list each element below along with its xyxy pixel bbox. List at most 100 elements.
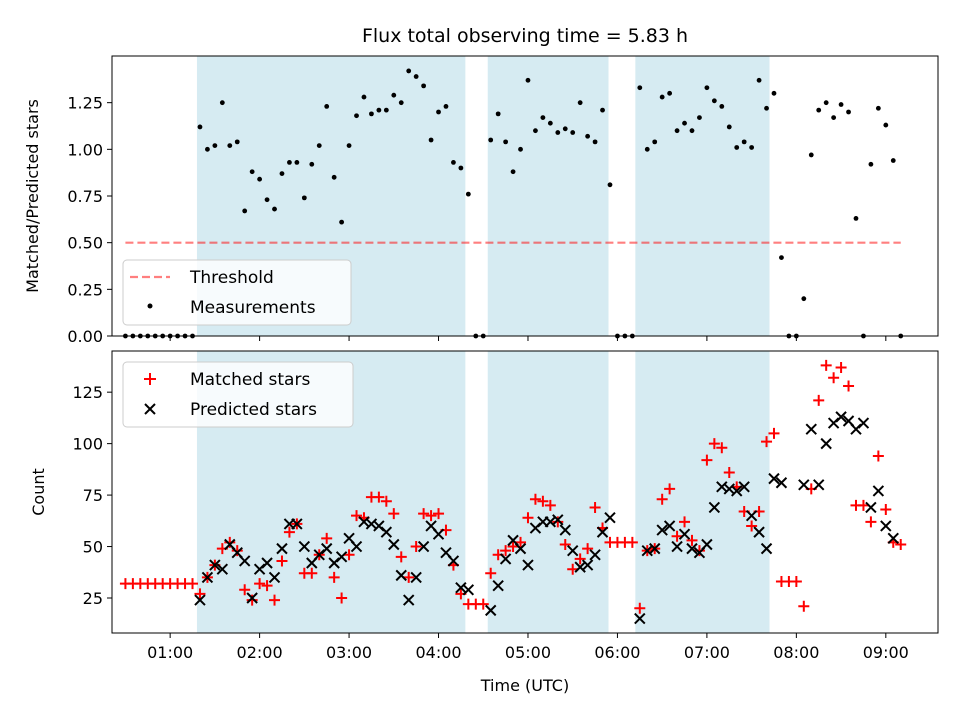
measurement-point xyxy=(272,206,277,212)
matched-star-point xyxy=(761,436,773,448)
predicted-star-point xyxy=(462,584,475,596)
count-panel: 01:00 02:00 03:00 04:00 05:00 06:00 07:00 08:00… xyxy=(29,350,939,695)
measurement-point xyxy=(264,197,270,203)
matched-star-point xyxy=(425,510,437,522)
measurement-point xyxy=(637,85,643,91)
matched-star-point xyxy=(254,578,266,590)
count-x-tick-label: 03:00 xyxy=(326,643,372,662)
measurement-point xyxy=(644,146,650,152)
matched-star-point xyxy=(693,545,705,557)
matched-star-point xyxy=(418,508,430,520)
predicted-star-point xyxy=(663,520,676,532)
predicted-star-point xyxy=(499,553,512,565)
matched-star-point xyxy=(679,516,691,528)
measurement-point xyxy=(711,98,717,104)
measurement-point xyxy=(868,161,874,167)
matched-star-point xyxy=(626,536,638,548)
measurement-point xyxy=(443,104,449,109)
matched-star-point xyxy=(537,495,549,507)
predicted-star-point xyxy=(552,514,564,526)
measurement-point xyxy=(533,128,538,134)
measurement-point xyxy=(234,139,240,145)
observing-window-3 xyxy=(635,351,770,633)
measurement-point xyxy=(846,109,851,115)
predicted-star-point xyxy=(820,437,832,450)
measurement-point xyxy=(309,161,315,167)
measurement-point xyxy=(697,115,702,120)
measurement-point xyxy=(391,92,397,98)
predicted-star-point xyxy=(298,540,311,553)
measurement-point xyxy=(316,143,322,149)
measurement-point xyxy=(659,94,665,100)
matched-star-point xyxy=(835,361,847,373)
measurement-point xyxy=(592,139,598,145)
predicted-star-point xyxy=(514,542,527,555)
matched-star-point xyxy=(686,534,698,546)
count-legend-box xyxy=(122,361,354,428)
measurement-point xyxy=(674,128,680,134)
predicted-star-point xyxy=(656,524,668,536)
measurement-point xyxy=(816,107,822,113)
predicted-star-point xyxy=(485,604,497,617)
measurement-point xyxy=(585,133,591,139)
predicted-star-point xyxy=(798,479,810,491)
count-y-tick-label: 75 xyxy=(83,486,103,505)
matched-star-point xyxy=(283,526,295,538)
matched-star-point xyxy=(798,600,810,612)
observing-window-2 xyxy=(487,56,609,336)
count-x-tick-label: 08:00 xyxy=(773,643,819,662)
matched-star-point xyxy=(507,541,519,553)
predicted-star-point xyxy=(276,542,288,555)
measurement-point xyxy=(331,174,337,180)
predicted-star-point xyxy=(880,520,892,532)
matched-star-point xyxy=(515,536,527,548)
measurement-point xyxy=(652,139,658,145)
predicted-star-point xyxy=(567,544,579,557)
matched-star-point xyxy=(485,567,497,579)
measurement-point xyxy=(383,107,389,113)
predicted-star-point xyxy=(261,557,273,569)
measurement-point xyxy=(682,120,687,126)
predicted-star-point xyxy=(395,569,407,582)
matched-star-point xyxy=(813,394,825,406)
matched-star-point xyxy=(410,541,422,553)
measurement-point xyxy=(853,216,859,221)
matched-star-point xyxy=(194,588,206,600)
predicted-star-point xyxy=(432,528,445,540)
legend-matched-label: Matched stars xyxy=(190,370,310,390)
matched-star-point xyxy=(544,499,556,511)
matched-star-point xyxy=(500,545,512,557)
ratio-y-tick-label: 0.00 xyxy=(67,327,103,346)
measurement-point xyxy=(823,100,829,106)
predicted-star-point xyxy=(649,542,661,555)
measurement-point xyxy=(219,100,225,106)
measurement-point xyxy=(465,191,471,197)
predicted-star-point xyxy=(596,526,609,538)
predicted-star-point xyxy=(775,477,788,489)
measurement-point xyxy=(451,160,456,165)
predicted-star-point xyxy=(388,538,400,551)
matched-star-point xyxy=(820,359,832,371)
matched-star-point xyxy=(843,380,855,392)
matched-star-point xyxy=(895,538,907,550)
measurement-point xyxy=(324,104,330,109)
ratio-y-tick-label: 1.00 xyxy=(67,140,103,159)
measurement-point xyxy=(488,137,494,143)
predicted-star-point xyxy=(865,501,877,514)
count-y-ticks: 25 50 75 100 125 xyxy=(72,383,112,608)
ratio-legend: Threshold Measurements xyxy=(122,259,352,326)
predicted-star-point xyxy=(634,612,646,625)
count-x-tick-label: 01:00 xyxy=(147,643,193,662)
ratio-y-axis-label: Matched/Predicted stars xyxy=(23,99,42,293)
predicted-star-point xyxy=(738,481,750,493)
predicted-star-point xyxy=(678,528,691,540)
count-y-axis-label: Count xyxy=(29,468,48,516)
matched-star-point xyxy=(388,508,400,520)
matched-star-point xyxy=(269,594,281,606)
matched-star-point xyxy=(261,580,273,592)
measurement-point xyxy=(346,143,352,149)
measurement-point xyxy=(242,208,248,214)
predicted-star-point xyxy=(268,571,281,584)
matched-star-point xyxy=(828,372,840,384)
